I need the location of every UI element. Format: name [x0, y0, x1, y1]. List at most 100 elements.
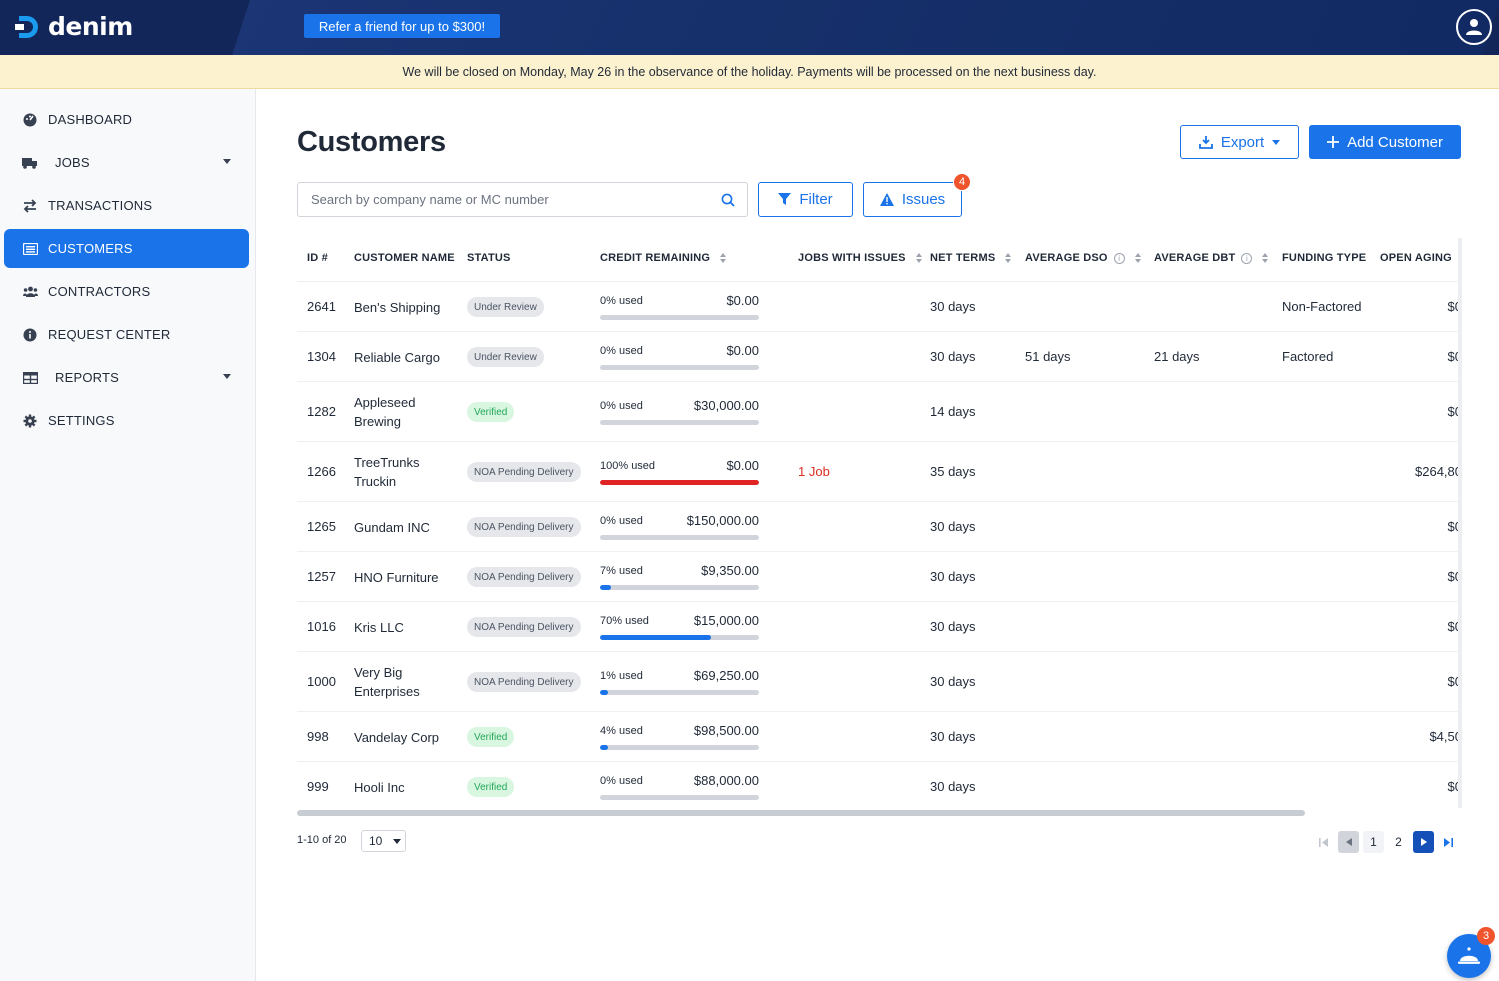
- jobs-with-issues-link[interactable]: 1 Job: [798, 464, 830, 479]
- credit-usage-bar: [600, 315, 759, 320]
- page-size-select[interactable]: 10: [361, 830, 406, 852]
- net-terms: 30 days: [930, 519, 976, 534]
- table-row[interactable]: 1282 Appleseed Brewing Verified 0% used $30,0…: [297, 381, 1460, 441]
- sort-icon[interactable]: [915, 253, 922, 263]
- status-badge: NOA Pending Delivery: [467, 672, 581, 692]
- table-scroll-edge: [1458, 238, 1462, 808]
- column-header-dbt[interactable]: AVERAGE DBT i: [1154, 252, 1269, 264]
- banner-message: We will be closed on Monday, May 26 in t…: [402, 64, 1097, 79]
- sort-icon[interactable]: [1005, 253, 1012, 263]
- sort-icon[interactable]: [1262, 253, 1269, 263]
- credit-used-percent: 70% used: [600, 615, 649, 627]
- customer-id: 1266: [307, 464, 336, 479]
- sidebar-item-request-center[interactable]: REQUEST CENTER: [4, 315, 249, 354]
- first-page-icon: [1319, 837, 1328, 847]
- customer-name-line: TreeTrunks: [354, 455, 420, 470]
- average-dbt: 21 days: [1154, 349, 1200, 364]
- column-header-credit[interactable]: CREDIT REMAINING: [600, 252, 727, 264]
- customer-name[interactable]: Reliable Cargo: [354, 348, 440, 367]
- customer-id: 1282: [307, 404, 336, 419]
- bell-icon: [1458, 947, 1480, 964]
- previous-page-button[interactable]: [1338, 831, 1359, 853]
- credit-remaining-amount: $69,250.00: [693, 668, 759, 683]
- page-button-2[interactable]: 2: [1395, 835, 1402, 849]
- customer-name[interactable]: Vandelay Corp: [354, 728, 439, 747]
- credit-usage-bar: [600, 690, 759, 695]
- customer-name-line: Vandelay Corp: [354, 729, 440, 745]
- sidebar-item-reports[interactable]: REPORTS: [4, 358, 249, 397]
- table-row[interactable]: 998 Vandelay Corp Verified 4% used $98,500.0…: [297, 711, 1460, 761]
- net-terms: 30 days: [930, 349, 976, 364]
- refer-friend-button[interactable]: Refer a friend for up to $300!: [304, 14, 500, 38]
- search-icon[interactable]: [721, 193, 735, 207]
- sidebar-item-label: TRANSACTIONS: [48, 198, 153, 213]
- top-bar: denim Refer a friend for up to $300!: [0, 0, 1499, 55]
- credit-usage-bar: [600, 480, 759, 485]
- filter-label: Filter: [799, 191, 833, 208]
- sidebar-item-settings[interactable]: SETTINGS: [4, 401, 249, 440]
- customer-name[interactable]: Appleseed Brewing: [354, 393, 415, 431]
- column-header-dso[interactable]: AVERAGE DSO i: [1025, 252, 1141, 264]
- table-row[interactable]: 1265 Gundam INC NOA Pending Delivery 0% use…: [297, 501, 1460, 551]
- last-page-button[interactable]: [1438, 831, 1459, 853]
- page-button-1[interactable]: 1: [1363, 831, 1384, 853]
- chevron-down-icon: [223, 374, 231, 379]
- next-page-button[interactable]: [1413, 831, 1434, 853]
- table-row[interactable]: 999 Hooli Inc Verified 0% used $88,000.00 30 …: [297, 761, 1460, 808]
- sidebar-item-customers[interactable]: CUSTOMERS: [4, 229, 249, 268]
- info-icon[interactable]: i: [1113, 252, 1125, 264]
- average-dso: 51 days: [1025, 349, 1071, 364]
- filter-button[interactable]: Filter: [758, 182, 853, 217]
- info-icon[interactable]: i: [1241, 252, 1253, 264]
- column-header-aging[interactable]: OPEN AGING i: [1380, 252, 1460, 264]
- sidebar-item-transactions[interactable]: TRANSACTIONS: [4, 186, 249, 225]
- export-label: Export: [1220, 133, 1265, 151]
- table-row[interactable]: 1266 TreeTrunks Truckin NOA Pending Deliver…: [297, 441, 1460, 501]
- customer-name[interactable]: HNO Furniture: [354, 568, 439, 587]
- column-header-jobs[interactable]: JOBS WITH ISSUES: [798, 252, 922, 264]
- table-row[interactable]: 1016 Kris LLC NOA Pending Delivery 70% used…: [297, 601, 1460, 651]
- sidebar-item-dashboard[interactable]: DASHBOARD: [4, 100, 249, 139]
- customer-id: 1304: [307, 349, 336, 364]
- open-aging-amount: $0: [1447, 349, 1460, 364]
- customer-name[interactable]: Ben's Shipping: [354, 298, 440, 317]
- info-icon: [22, 327, 38, 343]
- contractors-icon: [22, 284, 38, 300]
- table-row[interactable]: 1257 HNO Furniture NOA Pending Delivery 7% …: [297, 551, 1460, 601]
- search-input[interactable]: [298, 183, 698, 216]
- column-header-terms[interactable]: NET TERMS: [930, 252, 1012, 264]
- table-row[interactable]: 1304 Reliable Cargo Under Review 0% used $0.…: [297, 331, 1460, 381]
- table-row[interactable]: 1000 Very Big Enterprises NOA Pending Deliv…: [297, 651, 1460, 711]
- customer-name-line: Kris LLC: [354, 619, 404, 635]
- add-customer-button[interactable]: Add Customer: [1309, 125, 1461, 159]
- customer-name[interactable]: Kris LLC: [354, 618, 404, 637]
- chevron-down-icon: [223, 159, 231, 164]
- logo[interactable]: denim: [14, 12, 133, 41]
- download-icon: [1198, 136, 1213, 149]
- sidebar-item-jobs[interactable]: JOBS: [4, 143, 249, 182]
- customer-name[interactable]: Very Big Enterprises: [354, 663, 420, 701]
- first-page-button[interactable]: [1313, 831, 1334, 853]
- status-badge: Verified: [467, 402, 515, 422]
- credit-remaining-amount: $0.00: [726, 293, 759, 308]
- credit-usage-bar: [600, 365, 759, 370]
- customer-id: 1257: [307, 569, 336, 584]
- user-menu-button[interactable]: [1456, 9, 1492, 45]
- net-terms: 30 days: [930, 729, 976, 744]
- credit-used-percent: 0% used: [600, 345, 643, 357]
- column-header-funding: FUNDING TYPE: [1282, 252, 1367, 264]
- table-row[interactable]: 2641 Ben's Shipping Under Review 0% used $0.…: [297, 281, 1460, 331]
- customer-name[interactable]: TreeTrunks Truckin: [354, 453, 420, 491]
- customer-name[interactable]: Gundam INC: [354, 518, 430, 537]
- customer-name-line: Reliable Cargo: [354, 349, 440, 365]
- sort-icon[interactable]: [1134, 253, 1141, 263]
- horizontal-scrollbar[interactable]: [297, 810, 1305, 816]
- export-button[interactable]: Export: [1180, 125, 1299, 159]
- sidebar-item-contractors[interactable]: CONTRACTORS: [4, 272, 249, 311]
- customer-name[interactable]: Hooli Inc: [354, 778, 405, 797]
- credit-usage-bar: [600, 745, 759, 750]
- credit-used-percent: 0% used: [600, 515, 643, 527]
- sort-icon[interactable]: [720, 253, 727, 263]
- credit-remaining-amount: $88,000.00: [693, 773, 759, 788]
- issues-button[interactable]: Issues: [863, 182, 962, 217]
